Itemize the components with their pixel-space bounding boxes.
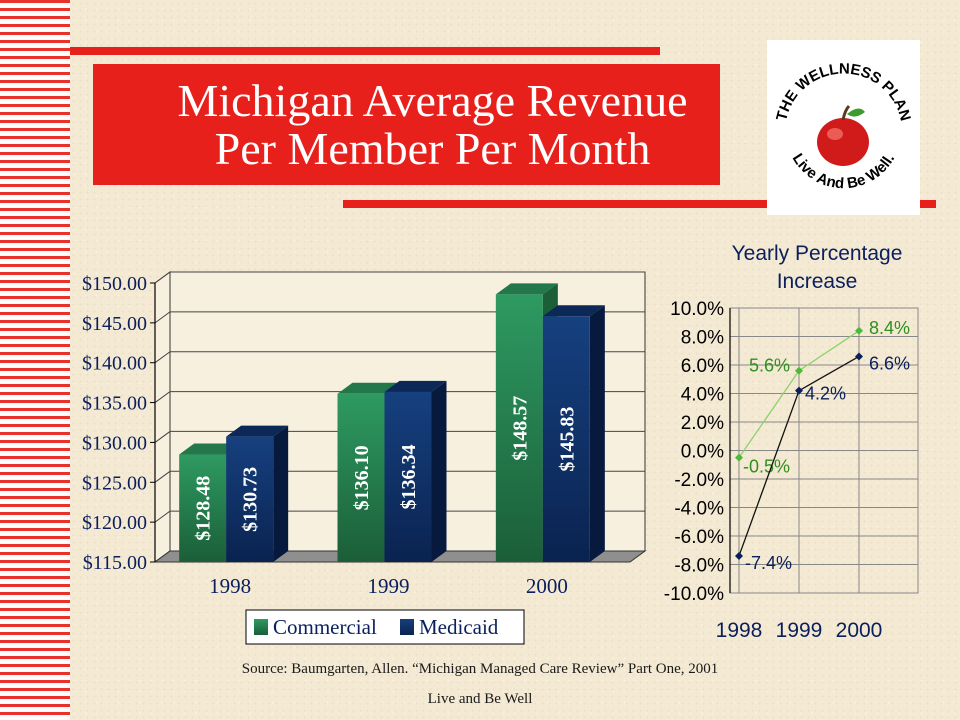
legend-swatch-commercial [254, 619, 268, 635]
line-ytick-label: 6.0% [681, 356, 724, 377]
bar-top [337, 382, 400, 394]
page-title: Michigan Average Revenue Per Member Per … [145, 64, 720, 185]
line-ytick-label: 4.0% [681, 385, 724, 406]
line-ytick-label: -6.0% [674, 527, 724, 548]
line-data-label: 4.2% [805, 384, 846, 404]
bar-medicaid-1998 [226, 436, 274, 562]
bar-data-label: $130.73 [240, 467, 262, 532]
bar-gridline [154, 391, 645, 403]
bar-top [226, 425, 289, 437]
bar-data-label: $128.48 [193, 476, 215, 541]
line-point [855, 352, 863, 361]
bar-ytick-label: $150.00 [82, 273, 147, 295]
line-chart: Yearly Percentage Increase -10.0% -8.0% -6.0… [664, 242, 919, 642]
bar-gridline [154, 351, 645, 364]
bar-gridline [154, 271, 645, 284]
title-banner [93, 64, 720, 185]
line-data-label: 8.4% [869, 318, 910, 338]
line-xtick-label: 2000 [836, 619, 883, 642]
decorative-stripes [0, 0, 70, 720]
bar-gridline [154, 470, 645, 483]
bar-legend: Commercial Medicaid [245, 609, 525, 645]
bar-ytick-label: $120.00 [82, 512, 147, 534]
bar-side [589, 305, 605, 562]
line-chart-title-line2: Increase [777, 270, 858, 293]
bar-chart-side-wall [154, 271, 171, 563]
bar-xtick-label: 2000 [526, 574, 568, 598]
line-point [795, 366, 803, 375]
bar-top [542, 305, 605, 317]
bar-ytick-label: $135.00 [82, 393, 147, 415]
bar-top [179, 443, 242, 455]
bar-xtick-label: 1998 [209, 574, 251, 598]
bar-side [431, 380, 447, 562]
line-point [795, 386, 803, 395]
line-data-label: -7.4% [745, 553, 792, 573]
legend-label-medicaid: Medicaid [419, 615, 499, 639]
line-xtick-label: 1999 [776, 619, 823, 642]
bar-side [273, 425, 289, 562]
line-data-label: -0.5% [743, 457, 790, 477]
title-rule-bottom [343, 200, 936, 208]
bar-gridline [154, 430, 645, 443]
bar-ytick-label: $115.00 [83, 552, 147, 574]
bar-gridline [154, 311, 645, 324]
legend-swatch-medicaid [400, 619, 414, 635]
source-citation: Source: Baumgarten, Allen. “Michigan Man… [241, 661, 719, 677]
legend-label-commercial: Commercial [273, 615, 377, 639]
wellness-plan-logo: THE WELLNESS PLAN Live And Be Well. [767, 40, 920, 215]
bar-commercial-2000 [495, 294, 543, 562]
bar-ytick-label: $130.00 [82, 432, 147, 454]
bar-data-label: $136.10 [351, 445, 373, 510]
apple-icon [817, 104, 869, 166]
bar-medicaid-2000 [542, 316, 590, 562]
title-line-1: Michigan Average Revenue [177, 74, 688, 126]
line-ytick-label: -8.0% [674, 556, 724, 577]
bar-data-label: $145.83 [556, 407, 578, 472]
bar-commercial-1999 [337, 393, 385, 562]
line-xtick-label: 1998 [716, 619, 763, 642]
footer-text: Live and Be Well [427, 691, 533, 707]
bar-top [495, 283, 558, 295]
line-ytick-label: -10.0% [664, 584, 724, 605]
line-ytick-label: 10.0% [670, 299, 724, 320]
bar-ytick-label: $145.00 [82, 313, 147, 335]
legend-box [245, 609, 525, 645]
bar-top [384, 380, 447, 392]
line-data-label: 5.6% [749, 356, 790, 376]
bar-data-label: $136.34 [398, 444, 420, 509]
line-ytick-label: -4.0% [674, 499, 724, 520]
bar-chart: $115.00 $120.00 $125.00 $130.00 $135.00 $140.… [82, 271, 647, 645]
line-ytick-label: 2.0% [681, 413, 724, 434]
bar-commercial-1998 [179, 454, 227, 562]
line-ytick-label: 0.0% [681, 442, 724, 463]
line-point [855, 326, 863, 335]
title-rule-top [70, 47, 660, 55]
bar-gridline [154, 510, 645, 523]
title-line-2: Per Member Per Month [214, 122, 651, 174]
bar-ytick-label: $125.00 [82, 472, 147, 494]
bar-xtick-label: 1999 [368, 574, 410, 598]
line-ytick-label: -2.0% [674, 470, 724, 491]
line-point [735, 453, 743, 462]
bar-data-label: $148.57 [509, 396, 531, 461]
bar-ytick-label: $140.00 [82, 353, 147, 375]
line-ytick-label: 8.0% [681, 328, 724, 349]
line-chart-title-line1: Yearly Percentage [732, 242, 903, 265]
bar-medicaid-1999 [384, 391, 432, 562]
line-point [735, 551, 743, 560]
line-data-label: 6.6% [869, 353, 910, 373]
